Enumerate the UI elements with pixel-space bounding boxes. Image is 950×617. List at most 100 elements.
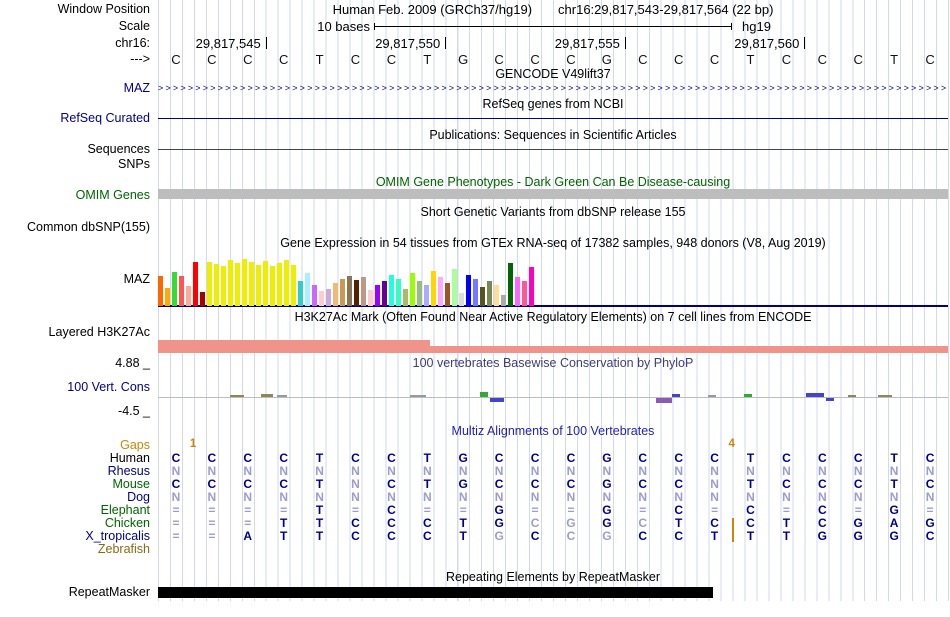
common-dbsnp-label[interactable]: Common dbSNP(155) [27, 220, 150, 234]
sequences-label[interactable]: Sequences [87, 142, 150, 156]
gtex-bar [305, 273, 310, 306]
sequence-base: T [315, 52, 324, 67]
gtex-bar [431, 271, 436, 306]
repeatmasker-label[interactable]: RepeatMasker [68, 585, 150, 599]
layered-h3k27ac-label[interactable]: Layered H3K27Ac [48, 325, 150, 339]
repeatmasker-track-title[interactable]: Repeating Elements by RepeatMasker [445, 570, 660, 584]
gtex-bar [277, 263, 282, 306]
gencode-item-label[interactable]: MAZ [123, 81, 150, 95]
repeatmasker-track[interactable] [158, 585, 948, 599]
multiz-base: C [530, 451, 540, 465]
publications-item-line[interactable] [158, 149, 948, 150]
multiz-species-label-x_tropicalis[interactable]: X_tropicalis [85, 529, 150, 543]
refseq-track-title[interactable]: RefSeq genes from NCBI [482, 97, 624, 111]
multiz-base: C [853, 451, 863, 465]
multiz-species-label-mouse[interactable]: Mouse [112, 477, 150, 491]
multiz-row-zebrafish[interactable] [158, 543, 948, 556]
multiz-base: C [746, 503, 755, 517]
multiz-base: N [387, 490, 396, 504]
h3k27ac-track-title[interactable]: H3K27Ac Mark (Often Found Near Active Re… [294, 310, 812, 324]
gtex-gene-label[interactable]: MAZ [123, 272, 150, 286]
refseq-curated-label[interactable]: RefSeq Curated [60, 111, 150, 125]
multiz-base: = [208, 516, 216, 530]
phylop-mark [230, 395, 244, 397]
omim-genes-label[interactable]: OMIM Genes [75, 188, 150, 202]
gtex-bar [438, 277, 443, 306]
gtex-bar [389, 275, 394, 306]
sequence-base: T [423, 52, 432, 67]
multiz-base: N [207, 490, 217, 504]
multiz-species-label-chicken[interactable]: Chicken [104, 516, 150, 530]
gtex-bar [263, 261, 268, 306]
multiz-base: G [566, 516, 576, 530]
gtex-bar [354, 280, 359, 306]
h3k27ac-track[interactable] [158, 325, 948, 353]
multiz-base: C [710, 451, 719, 465]
multiz-base: C [817, 516, 827, 530]
multiz-row-elephant[interactable]: = = = = T = C = = G = = G = C = C = C = G = [158, 504, 948, 517]
refseq-gene-line[interactable] [158, 118, 948, 119]
multiz-track-title[interactable]: Multiz Alignments of 100 Vertebrates [451, 424, 655, 438]
multiz-base: G [494, 516, 504, 530]
gtex-bar [207, 262, 212, 306]
gtex-track-title[interactable]: Gene Expression in 54 tissues from GTEx … [280, 236, 826, 250]
multiz-base: N [279, 490, 288, 504]
gtex-bar [473, 279, 478, 306]
publications-track-title[interactable]: Publications: Sequences in Scientific Ar… [429, 128, 677, 142]
sequence-base: C [781, 52, 792, 67]
multiz-base: C [710, 516, 719, 530]
sequence-base: C [638, 52, 648, 67]
omim-track-title[interactable]: OMIM Gene Phenotypes - Dark Green Can Be… [375, 175, 731, 189]
multiz-species-label-zebrafish[interactable]: Zebrafish [97, 542, 150, 556]
gtex-bar [410, 273, 415, 306]
maz-transcript-arrows[interactable]: >>>>>>>>>>>>>>>>>>>>>>>>>>>>>>>>>>>>>>>>… [158, 83, 948, 93]
multiz-species-label-dog[interactable]: Dog [127, 490, 150, 504]
gtex-expression-track[interactable] [158, 252, 948, 306]
multiz-base: C [530, 477, 540, 491]
multiz-base: T [746, 451, 755, 465]
strand-arrow-label: ---> [130, 52, 150, 66]
multiz-base: C [638, 529, 648, 543]
repeatmasker-bar [158, 587, 713, 598]
multiz-base: = [531, 503, 539, 517]
gtex-bar [480, 287, 485, 306]
gtex-bar [452, 269, 457, 306]
gtex-bar [368, 290, 373, 306]
multiz-row-x_tropicalis[interactable]: = = A T T C C C T G C C G C C T T T G G G C [158, 530, 948, 543]
multiz-species-label-elephant[interactable]: Elephant [100, 503, 150, 517]
multiz-base: N [171, 490, 181, 504]
multiz-base: N [817, 490, 827, 504]
phylop-track-title[interactable]: 100 vertebrates Basewise Conservation by… [412, 356, 694, 370]
omim-gene-bar[interactable] [158, 189, 948, 199]
multiz-species-label-human[interactable]: Human [109, 451, 150, 465]
gtex-bar [186, 286, 191, 306]
sequence-base: T [746, 52, 755, 67]
gtex-bar [319, 291, 324, 306]
multiz-base: G [889, 529, 899, 543]
multiz-base: = [423, 503, 431, 517]
gencode-track-title[interactable]: GENCODE V49lift37 [495, 67, 611, 81]
multiz-base: N [566, 464, 576, 478]
gaps-label[interactable]: Gaps [120, 438, 150, 452]
multiz-base: N [207, 464, 217, 478]
multiz-base: G [889, 503, 899, 517]
sequence-base: C [817, 52, 827, 67]
gtex-bar [487, 281, 492, 306]
vert-cons-label[interactable]: 100 Vert. Cons [67, 380, 150, 394]
multiz-base: = [244, 516, 252, 530]
multiz-base: C [782, 451, 791, 465]
multiz-base: C [782, 477, 791, 491]
phylop-track[interactable] [158, 370, 948, 412]
multiz-species-label-rhesus[interactable]: Rhesus [107, 464, 150, 478]
multiz-row-chicken[interactable]: = = = T T C C C T G C G G C T C C T C G A G [158, 517, 948, 530]
dbsnp-track-title[interactable]: Short Genetic Variants from dbSNP releas… [420, 205, 686, 219]
snps-label[interactable]: SNPs [118, 157, 150, 171]
multiz-base: C [566, 477, 576, 491]
multiz-base: C [925, 529, 935, 543]
multiz-base: C [279, 451, 288, 465]
gtex-bar [396, 279, 401, 306]
